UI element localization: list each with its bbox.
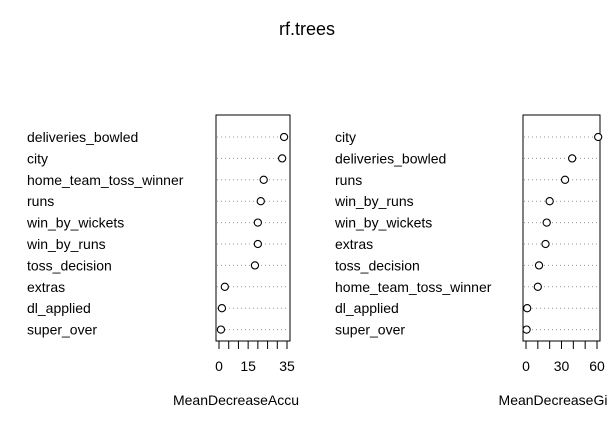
variable-label: runs	[335, 172, 362, 188]
x-axis-label: MeanDecreaseAccu	[173, 392, 299, 408]
x-tick-label: 60	[589, 358, 605, 374]
data-point	[253, 218, 263, 227]
plot-frame	[215, 114, 291, 342]
variable-label: toss_decision	[335, 257, 420, 273]
data-point	[541, 239, 550, 249]
variable-label: super_over	[27, 322, 97, 338]
data-point	[523, 304, 532, 313]
data-point	[277, 154, 287, 163]
data-point	[253, 239, 263, 249]
variable-label: dl_applied	[27, 300, 91, 316]
data-point	[522, 325, 531, 334]
data-point	[542, 218, 551, 227]
x-tick-label: 0	[215, 358, 223, 374]
variable-label: home_team_toss_winner	[27, 172, 184, 188]
chart-title: rf.trees	[279, 19, 335, 39]
variable-label: deliveries_bowled	[27, 129, 138, 145]
data-point	[220, 282, 229, 291]
variable-label: extras	[335, 236, 373, 252]
x-tick-label: 0	[522, 358, 530, 374]
variable-label: win_by_runs	[334, 193, 414, 209]
variable-label: extras	[27, 279, 65, 295]
variable-label: city	[27, 150, 48, 166]
plot-frame	[522, 114, 601, 342]
x-tick-label: 35	[279, 358, 295, 374]
data-point	[568, 154, 577, 163]
data-point	[259, 175, 268, 184]
data-point	[216, 325, 226, 334]
data-point	[560, 175, 570, 184]
x-tick-label: 30	[554, 358, 570, 374]
data-point	[256, 197, 265, 206]
data-point	[534, 261, 544, 270]
data-point	[250, 261, 260, 270]
x-tick-label: 15	[240, 358, 256, 374]
variable-label: toss_decision	[27, 257, 112, 273]
data-point	[279, 132, 289, 142]
data-point	[545, 197, 554, 206]
data-point	[594, 132, 603, 142]
x-axis-label: MeanDecreaseGi	[499, 392, 608, 408]
data-point	[217, 304, 227, 313]
variable-label: win_by_wickets	[334, 215, 432, 231]
variable-label: win_by_wickets	[26, 215, 124, 231]
variable-label: runs	[27, 193, 54, 209]
variable-label: deliveries_bowled	[335, 150, 446, 166]
variable-label: dl_applied	[335, 300, 399, 316]
data-point	[533, 282, 542, 291]
variable-label: city	[335, 129, 356, 145]
variable-label: win_by_runs	[26, 236, 106, 252]
variable-label: home_team_toss_winner	[335, 279, 492, 295]
variable-label: super_over	[335, 322, 405, 338]
